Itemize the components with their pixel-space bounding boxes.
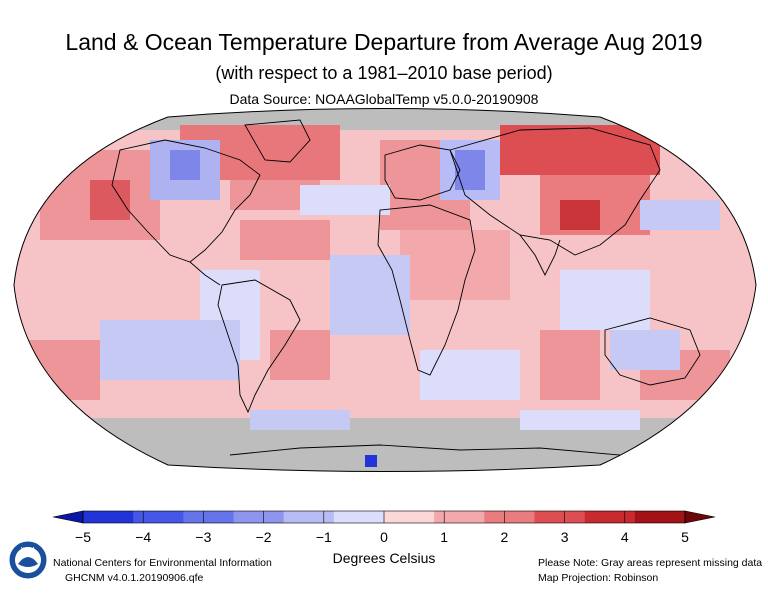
colorbar-cell [283,511,335,523]
europe-outline [384,144,461,201]
colorbar-label: Degrees Celsius [332,550,436,566]
footer-projection: Map Projection: Robinson [538,572,659,584]
colorbar-tick-label: −2 [256,529,272,545]
footer-dataset: GHCNM v4.0.1.20190906.qfe [65,572,204,584]
colorbar-cell [83,511,134,523]
colorbar-ticks: −5 −4 −3 −2 −1 0 1 2 3 4 5 [75,511,689,545]
colorbar-max-arrow [684,510,716,524]
colorbar-cell [233,511,284,523]
colorbar-cell [484,511,535,523]
colorbar-tick-label: 5 [681,529,689,545]
colorbar-cell [434,511,485,523]
colorbar-tick-label: −3 [195,529,211,545]
colorbar-cell [183,511,234,523]
north-america-outline [111,139,261,263]
colorbar-tick-label: −1 [316,529,332,545]
colorbar-tick-label: 3 [561,529,569,545]
colorbar-tick-label: 4 [621,529,629,545]
colorbar-cell [384,511,435,523]
colorbar-cell [634,511,686,523]
footer-note: Please Note: Gray areas represent missin… [538,557,763,569]
data-source: Data Source: NOAAGlobalTemp v5.0.0-20190… [229,91,539,107]
colorbar-cell [584,511,636,523]
continent-outlines [111,119,701,471]
colorbar-cell [333,511,385,523]
asia-outline [449,127,661,256]
logo-text: NOAA [21,547,36,553]
colorbar-cell [133,511,184,523]
colorbar-min-arrow [52,510,84,524]
chart-title: Land & Ocean Temperature Departure from … [65,29,703,55]
central-america-outline [189,261,221,286]
colorbar-cell [534,511,585,523]
australia-outline [604,317,701,386]
colorbar-tick-label: 1 [440,529,448,545]
colorbar-tick-label: 0 [380,529,388,545]
chart-subtitle: (with respect to a 1981–2010 base period… [215,63,553,83]
south-america-outline [217,279,301,414]
greenland-outline [244,119,311,163]
colorbar-tick-label: −5 [75,529,91,545]
africa-outline [377,204,476,376]
noaa-logo-icon: NOAA [8,540,48,580]
colorbar-tick-label: −4 [135,529,151,545]
india-outline [519,234,561,277]
cool-anomalies [100,140,720,467]
colorbar-tick-label: 2 [501,529,509,545]
footer-org: National Centers for Environmental Infor… [53,557,272,569]
